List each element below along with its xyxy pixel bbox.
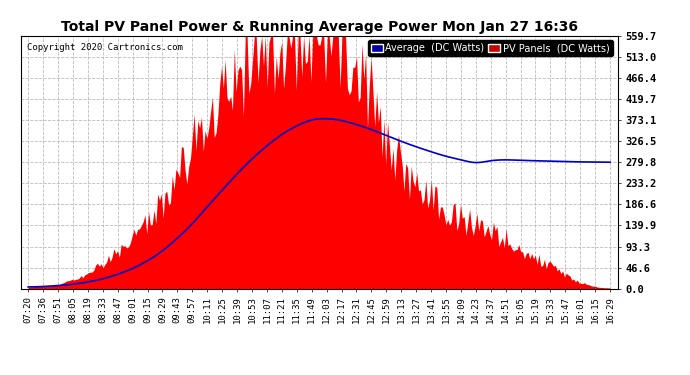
Legend: Average  (DC Watts), PV Panels  (DC Watts): Average (DC Watts), PV Panels (DC Watts) (368, 40, 613, 56)
Text: Copyright 2020 Cartronics.com: Copyright 2020 Cartronics.com (27, 43, 183, 52)
Title: Total PV Panel Power & Running Average Power Mon Jan 27 16:36: Total PV Panel Power & Running Average P… (61, 21, 578, 34)
